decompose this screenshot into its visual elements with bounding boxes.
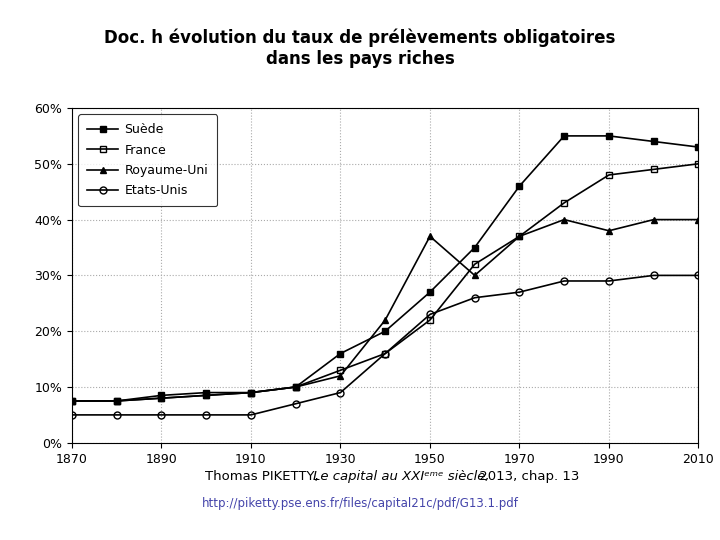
Text: Doc. h évolution du taux de prélèvements obligatoires
dans les pays riches: Doc. h évolution du taux de prélèvements… [104, 29, 616, 68]
France [470, 261, 479, 267]
Etats-Unis [336, 389, 345, 396]
Suède [515, 183, 523, 190]
Suède [381, 328, 390, 334]
Etats-Unis [470, 294, 479, 301]
France [336, 367, 345, 374]
France [68, 397, 76, 404]
Royaume-Uni [426, 233, 434, 240]
Line: Royaume-Uni: Royaume-Uni [68, 216, 702, 404]
France [605, 172, 613, 178]
Etats-Unis [292, 401, 300, 407]
Royaume-Uni [649, 217, 658, 223]
Etats-Unis [157, 411, 166, 418]
France [202, 392, 210, 399]
France [649, 166, 658, 173]
Royaume-Uni [157, 395, 166, 401]
Royaume-Uni [292, 384, 300, 390]
Royaume-Uni [112, 397, 121, 404]
France [381, 350, 390, 357]
Suède [202, 389, 210, 396]
Etats-Unis [560, 278, 569, 284]
Etats-Unis [694, 272, 703, 279]
Royaume-Uni [381, 317, 390, 323]
France [515, 233, 523, 240]
Text: Thomas PIKETTY,: Thomas PIKETTY, [205, 470, 323, 483]
Text: 2013, chap. 13: 2013, chap. 13 [475, 470, 580, 483]
Suède [605, 133, 613, 139]
Text: Le capital au XXIᵉᵐᵉ siècle,: Le capital au XXIᵉᵐᵉ siècle, [313, 470, 490, 483]
Suède [112, 397, 121, 404]
France [560, 200, 569, 206]
France [694, 160, 703, 167]
Etats-Unis [112, 411, 121, 418]
Text: http://piketty.pse.ens.fr/files/capital21c/pdf/G13.1.pdf: http://piketty.pse.ens.fr/files/capital2… [202, 497, 518, 510]
Line: Suède: Suède [68, 132, 702, 404]
France [247, 389, 256, 396]
Etats-Unis [426, 311, 434, 318]
France [112, 397, 121, 404]
Royaume-Uni [515, 233, 523, 240]
Etats-Unis [605, 278, 613, 284]
Line: France: France [68, 160, 702, 404]
Suède [157, 392, 166, 399]
Etats-Unis [515, 289, 523, 295]
Royaume-Uni [560, 217, 569, 223]
Etats-Unis [381, 350, 390, 357]
Royaume-Uni [336, 373, 345, 379]
France [426, 317, 434, 323]
Royaume-Uni [694, 217, 703, 223]
Suède [694, 144, 703, 150]
Suède [470, 244, 479, 251]
Line: Etats-Unis: Etats-Unis [68, 272, 702, 418]
Suède [649, 138, 658, 145]
Royaume-Uni [68, 397, 76, 404]
Etats-Unis [68, 411, 76, 418]
France [157, 395, 166, 401]
Legend: Suède, France, Royaume-Uni, Etats-Unis: Suède, France, Royaume-Uni, Etats-Unis [78, 114, 217, 206]
Royaume-Uni [605, 227, 613, 234]
Royaume-Uni [202, 392, 210, 399]
Etats-Unis [649, 272, 658, 279]
Royaume-Uni [247, 389, 256, 396]
Suède [68, 397, 76, 404]
Suède [336, 350, 345, 357]
Suède [292, 384, 300, 390]
Suède [426, 289, 434, 295]
Etats-Unis [202, 411, 210, 418]
Suède [560, 133, 569, 139]
France [292, 384, 300, 390]
Royaume-Uni [470, 272, 479, 279]
Suède [247, 389, 256, 396]
Etats-Unis [247, 411, 256, 418]
